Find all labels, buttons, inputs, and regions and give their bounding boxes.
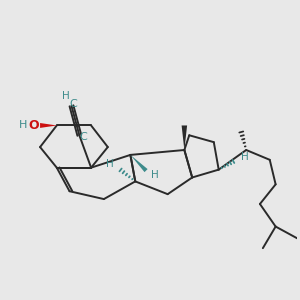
Text: H: H [19, 121, 28, 130]
Text: H: H [151, 169, 159, 179]
Text: C: C [70, 99, 77, 109]
Polygon shape [130, 155, 148, 172]
Polygon shape [40, 123, 57, 128]
Text: O: O [28, 119, 38, 132]
Text: C: C [80, 132, 87, 142]
Polygon shape [182, 125, 187, 150]
Text: H: H [62, 91, 70, 101]
Text: H: H [106, 159, 114, 169]
Text: H: H [241, 152, 249, 162]
